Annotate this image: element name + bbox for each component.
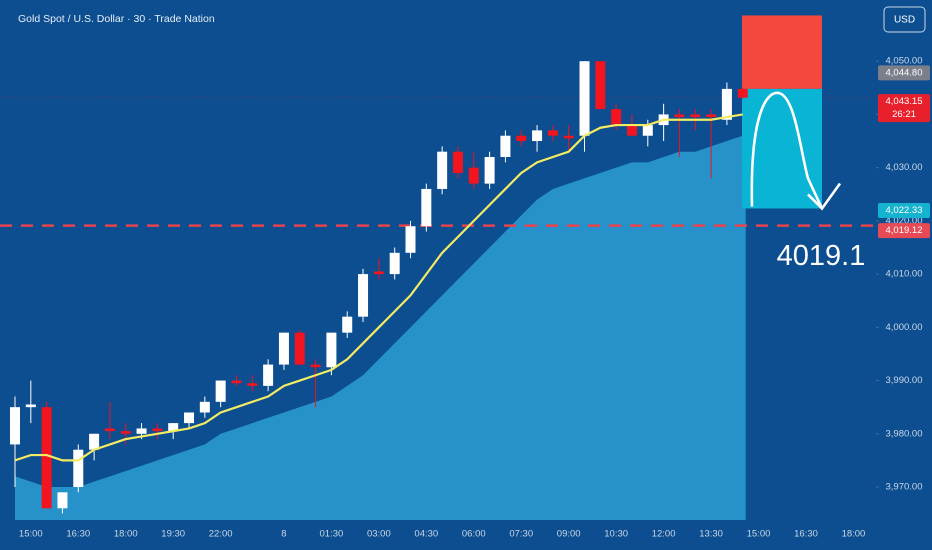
candle-body	[437, 151, 448, 189]
y-tick-label: 4,050.00	[886, 56, 923, 67]
x-tick-label: 16:30	[66, 529, 90, 540]
candle-body	[626, 125, 637, 136]
forecast-arrowhead	[807, 182, 842, 211]
candle-body	[373, 271, 384, 275]
price-label: 4,019.12	[886, 225, 923, 236]
candle-body	[294, 332, 305, 365]
ema-line	[14, 113, 743, 462]
price-label: 4,022.33	[886, 205, 923, 216]
x-tick-label: 09:00	[557, 529, 581, 540]
x-tick-label: 10:30	[604, 529, 628, 540]
target-zone	[742, 88, 822, 209]
x-tick-label: 18:00	[114, 529, 138, 540]
candle-body	[73, 449, 84, 488]
x-tick-label: 15:00	[19, 529, 43, 540]
forecast-arrow	[750, 91, 824, 210]
candle-body	[120, 431, 131, 434]
y-tick-label: 4,010.00	[886, 269, 923, 280]
y-tick-label: 3,980.00	[886, 428, 923, 439]
candle-body	[57, 492, 68, 509]
candle-body	[452, 151, 463, 173]
candle-body	[247, 383, 258, 386]
candle-body	[706, 114, 717, 118]
candle-body	[10, 407, 20, 445]
price-axis	[876, 0, 932, 550]
x-tick-label: 16:30	[794, 529, 818, 540]
x-tick-label: 03:00	[367, 529, 391, 540]
candle-body	[389, 252, 400, 275]
candle-body	[721, 88, 732, 120]
candle-body	[484, 157, 495, 184]
candle-body	[563, 135, 574, 139]
candle-body	[310, 364, 321, 368]
candle-body	[104, 428, 115, 432]
x-tick-label: 04:30	[414, 529, 438, 540]
candle-body	[152, 428, 163, 432]
annotation: 4019.1	[777, 240, 866, 272]
x-tick-label: 06:00	[462, 529, 486, 540]
price-label-box	[878, 202, 930, 218]
x-tick-label: 15:00	[747, 529, 771, 540]
x-tick-label: 18:00	[842, 529, 866, 540]
candle-body	[737, 88, 748, 98]
candle-body	[326, 332, 337, 368]
candle-body	[342, 316, 353, 333]
candle-body	[595, 61, 606, 110]
candle-body	[231, 380, 242, 384]
candle-body	[263, 364, 274, 386]
y-tick-label: 4,030.00	[886, 162, 923, 173]
candle-body	[516, 135, 527, 142]
time-axis	[0, 520, 876, 550]
candle-body	[405, 226, 416, 253]
candle-body	[215, 380, 226, 402]
countdown: 26:21	[892, 109, 916, 120]
price-label-box	[878, 65, 930, 81]
candle-body	[468, 167, 479, 184]
candle-body	[579, 61, 590, 136]
candle-body	[168, 423, 179, 432]
candle-body	[278, 332, 289, 365]
x-tick-label: 22:00	[209, 529, 233, 540]
y-tick-label: 4,020.00	[886, 215, 923, 226]
x-tick-label: 12:00	[652, 529, 676, 540]
y-tick-label: 4,000.00	[886, 322, 923, 333]
currency-button[interactable]	[883, 6, 926, 33]
candle-body	[41, 407, 52, 509]
candle-body	[674, 114, 685, 118]
y-tick-label: 3,990.00	[886, 375, 923, 386]
candle-body	[421, 188, 432, 227]
candle-body	[500, 135, 511, 158]
price-label: 4,044.80	[886, 67, 923, 78]
x-tick-label: 8	[281, 529, 286, 540]
candle-body	[184, 412, 195, 424]
price-label-box	[878, 223, 930, 239]
area	[15, 135, 746, 520]
candle-body	[690, 114, 701, 118]
candle-body	[199, 401, 210, 413]
candle-body	[25, 404, 36, 408]
x-tick-label: 19:30	[161, 529, 185, 540]
candle-body	[532, 130, 543, 142]
chart-title: Gold Spot / U.S. Dollar · 30 · Trade Nat…	[18, 13, 215, 25]
candle-body	[136, 428, 147, 434]
currency-label[interactable]: USD	[894, 15, 915, 26]
candle-body	[89, 433, 100, 450]
x-tick-label: 13:30	[699, 529, 723, 540]
price-label-box	[878, 94, 930, 123]
price-label: 4,043.15	[886, 96, 923, 107]
candle-body	[547, 130, 558, 136]
y-tick-label: 3,970.00	[886, 482, 923, 493]
stop-zone	[742, 15, 822, 89]
x-tick-label: 01:30	[320, 529, 344, 540]
candle-body	[358, 274, 369, 317]
candle-body	[611, 109, 622, 126]
x-tick-label: 07:30	[509, 529, 533, 540]
candle-body	[642, 125, 653, 136]
